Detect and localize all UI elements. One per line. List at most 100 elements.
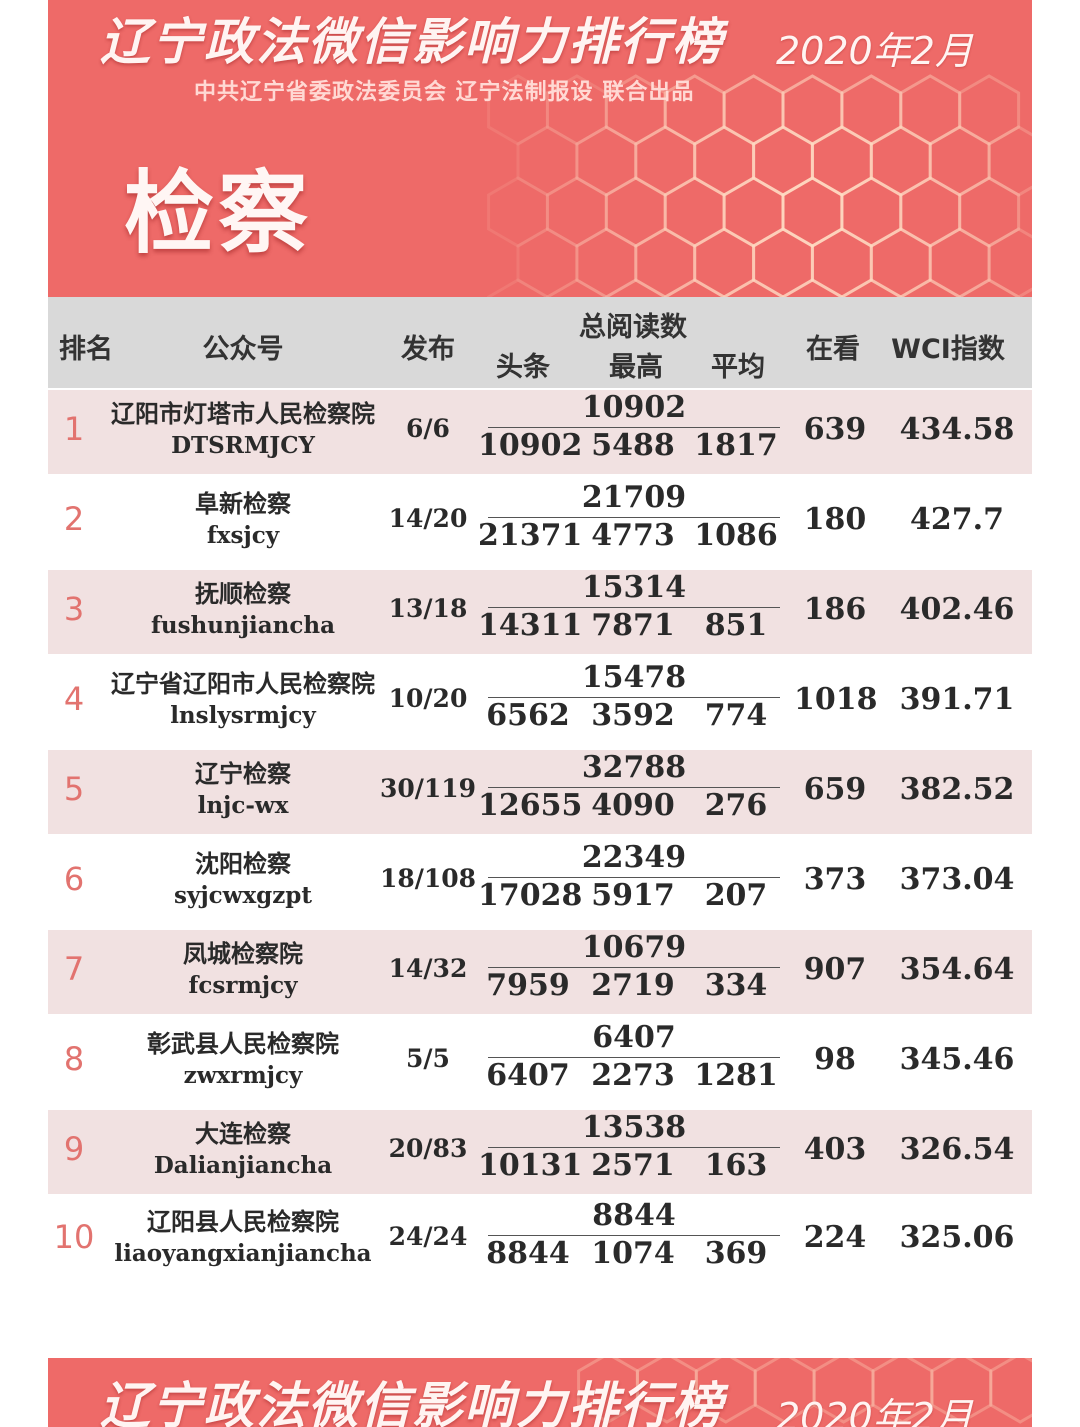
row-rank: 6 (63, 860, 85, 898)
divider (488, 697, 780, 698)
row-rank: 5 (63, 770, 85, 808)
row-rank: 10 (53, 1218, 95, 1256)
next-banner: 辽宁政法微信影响力排行榜 2020年2月 (48, 1358, 1032, 1427)
max-reads: 3592 (591, 698, 675, 733)
row-rank: 9 (63, 1130, 85, 1168)
header-account: 公众号 (202, 334, 284, 365)
hex-cell (545, 74, 608, 146)
hex-cell (812, 1358, 875, 1424)
max-reads: 7871 (591, 608, 675, 643)
hex-cell (694, 1358, 757, 1424)
hex-cell (781, 278, 844, 297)
header-average: 平均 (711, 352, 765, 383)
row-rank: 4 (63, 680, 85, 718)
honeycomb-decoration (487, 74, 1032, 297)
account-id: syjcwxgzpt (174, 882, 312, 909)
hex-cell (928, 227, 991, 297)
table-row: 9 大连检察 Dalianjiancha 20/83 13538 10131 2… (48, 1110, 1032, 1194)
table-row: 4 辽宁省辽阳市人民检察院 lnslysrmjcy 10/20 15478 65… (48, 660, 1032, 744)
hex-cell (575, 227, 638, 297)
publish-count: 10/20 (388, 684, 468, 713)
max-reads: 5917 (591, 878, 675, 913)
headline-reads: 17028 (478, 878, 583, 913)
hex-cell (930, 1358, 993, 1424)
total-reads: 22349 (581, 840, 687, 875)
headline-reads: 21371 (478, 518, 583, 553)
hex-cell (604, 176, 667, 248)
headline-reads: 14311 (478, 608, 583, 643)
max-reads: 2571 (591, 1148, 675, 1183)
avg-reads: 1817 (694, 428, 778, 463)
header-total-reads: 总阅读数 (579, 312, 687, 343)
section-title: 检察 (124, 161, 312, 266)
hex-cell (928, 125, 991, 197)
max-reads: 2273 (591, 1058, 675, 1093)
next-banner-date: 2020年2月 (776, 1395, 973, 1427)
table-row: 6 沈阳检察 syjcwxgzpt 18/108 22349 17028 591… (48, 840, 1032, 924)
wci-score: 354.64 (899, 952, 1015, 987)
wci-score: 345.46 (899, 1042, 1015, 1077)
max-reads: 4090 (591, 788, 675, 823)
viewing-count: 659 (803, 772, 867, 807)
total-reads: 10679 (581, 930, 687, 965)
divider (488, 1235, 780, 1236)
avg-reads: 1086 (694, 518, 778, 553)
hex-cell (545, 176, 608, 248)
banner-title: 辽宁政法微信影响力排行榜 (100, 13, 724, 71)
account-id: fxsjcy (206, 522, 280, 549)
hex-cell (899, 278, 962, 297)
headline-reads: 10902 (478, 428, 583, 463)
wci-score: 402.46 (899, 592, 1015, 627)
publish-count: 30/119 (379, 774, 477, 803)
hex-cell (989, 1358, 1032, 1424)
banner-subtitle: 中共辽宁省委政法委员会 辽宁法制报设 联合出品 (194, 80, 695, 105)
top-banner: 辽宁政法微信影响力排行榜 2020年2月 中共辽宁省委政法委员会 辽宁法制报设 … (48, 0, 1032, 297)
publish-count: 5/5 (406, 1044, 450, 1073)
account-id: zwxrmjcy (183, 1062, 303, 1089)
header-wci: WCI指数 (891, 334, 1005, 365)
total-reads: 13538 (581, 1110, 687, 1145)
account-id: DTSRMJCY (171, 432, 315, 459)
table-row: 7 凤城检察院 fcsrmjcy 14/32 10679 7959 2719 3… (48, 930, 1032, 1014)
publish-count: 14/20 (388, 504, 468, 533)
avg-reads: 276 (704, 788, 768, 823)
headline-reads: 6407 (486, 1058, 570, 1093)
hex-cell (487, 278, 549, 297)
divider (488, 967, 780, 968)
hex-cell (516, 227, 579, 297)
account-id: fushunjiancha (150, 612, 336, 639)
viewing-count: 373 (803, 862, 867, 897)
publish-count: 14/32 (388, 954, 468, 983)
viewing-count: 186 (803, 592, 867, 627)
row-rank: 1 (63, 410, 85, 448)
row-rank: 8 (63, 1040, 85, 1078)
viewing-count: 403 (803, 1132, 867, 1167)
hex-cell (987, 125, 1032, 197)
total-reads: 15314 (581, 570, 687, 605)
viewing-count: 639 (803, 412, 867, 447)
publish-count: 24/24 (388, 1222, 468, 1251)
divider (488, 517, 780, 518)
hex-cell (899, 176, 962, 248)
account-id: Dalianjiancha (153, 1152, 333, 1179)
hex-cell (840, 278, 903, 297)
hex-cell (575, 125, 638, 197)
table-row: 3 抚顺检察 fushunjiancha 13/18 15314 14311 7… (48, 570, 1032, 654)
avg-reads: 163 (704, 1148, 768, 1183)
avg-reads: 774 (704, 698, 768, 733)
hex-cell (958, 176, 1021, 248)
hex-cell (604, 278, 667, 297)
wci-score: 326.54 (899, 1132, 1015, 1167)
headline-reads: 6562 (486, 698, 570, 733)
viewing-count: 224 (803, 1220, 867, 1255)
publish-count: 6/6 (406, 414, 450, 443)
avg-reads: 851 (704, 608, 768, 643)
hex-cell (663, 278, 726, 297)
row-rank: 2 (63, 500, 85, 538)
wci-score: 382.52 (899, 772, 1015, 807)
total-reads: 6407 (592, 1020, 676, 1055)
table-row: 10 辽阳县人民检察院 liaoyangxianjiancha 24/24 88… (48, 1198, 1032, 1282)
honeycomb-decoration (577, 1358, 1032, 1424)
headline-reads: 8844 (486, 1236, 570, 1271)
header-publish: 发布 (401, 334, 455, 365)
